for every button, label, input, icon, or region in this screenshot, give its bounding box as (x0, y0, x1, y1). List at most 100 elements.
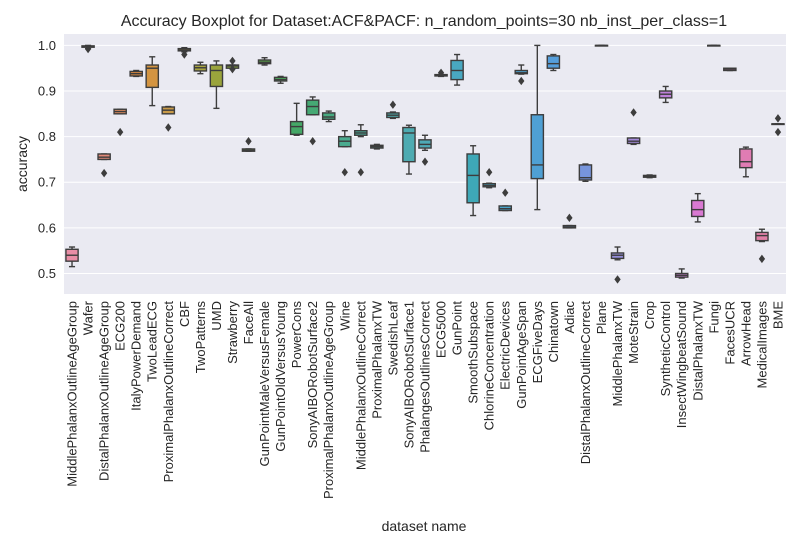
box-group (177, 46, 192, 59)
box-group (578, 163, 593, 183)
outlier-point (117, 127, 124, 137)
x-tick-label: Crop (642, 301, 657, 329)
x-tick-label: ElectricDevices (498, 301, 513, 390)
outlier-point (181, 50, 188, 59)
box-group (546, 53, 561, 72)
x-tick-labels: MiddlePhalanxOutlineAgeGroup Wafer DistalP… (65, 300, 786, 499)
x-tick-label: SyntheticControl (658, 301, 673, 396)
x-tick-label: InsectWingbeatSound (674, 301, 689, 428)
outlier-point (229, 64, 236, 74)
x-tick-label: Plane (594, 301, 609, 334)
outlier-point (614, 275, 621, 284)
box-group (707, 44, 721, 47)
outlier-point (245, 136, 252, 146)
outlier-point (100, 168, 108, 178)
outlier-point (502, 188, 509, 197)
x-tick-label: DistalPhalanxOutlineAgeGroup (97, 301, 112, 481)
x-tick-label: Wine (337, 301, 352, 331)
box-group (145, 56, 160, 107)
box-group (674, 268, 689, 279)
box-iqr (755, 231, 769, 242)
outlier-point (357, 168, 364, 177)
x-tick-label: MiddlePhalanxOutlineAgeGroup (65, 301, 80, 487)
y-tick-label: 0.9 (38, 84, 56, 99)
x-tick-label: Fungi (706, 301, 721, 334)
box-iqr (305, 99, 320, 116)
x-tick-label: ItalyPowerDemand (129, 301, 144, 411)
outlier-point (437, 68, 445, 77)
box-group (209, 60, 224, 110)
box-group (739, 146, 753, 178)
x-tick-label: ECG5000 (434, 301, 449, 358)
box-group (514, 64, 529, 86)
x-tick-label: ArrowHead (738, 301, 753, 366)
box-group (129, 69, 143, 78)
outlier-point (566, 213, 573, 223)
box-iqr (209, 64, 224, 88)
box-iqr (530, 114, 545, 180)
box-iqr (466, 153, 480, 204)
x-axis-label: dataset name (382, 518, 467, 534)
box-group (610, 246, 625, 284)
x-tick-label: BME (770, 301, 785, 330)
box-iqr (321, 112, 336, 120)
box-group (321, 110, 336, 123)
x-tick-label: GunPoint (450, 301, 465, 356)
outlier-point (389, 100, 397, 109)
box-group (498, 188, 513, 212)
box-group (626, 108, 641, 146)
y-axis-label: accuracy (14, 136, 30, 192)
x-tick-label: Wafer (81, 300, 96, 335)
boxes (65, 44, 785, 284)
box-iqr (289, 120, 304, 136)
x-tick-label: GunPointAgeSpan (514, 301, 529, 409)
box-group (257, 57, 272, 66)
box-group (642, 174, 657, 179)
y-tick-label: 0.7 (38, 175, 56, 190)
box-group (337, 130, 352, 177)
outlier-point (774, 127, 782, 137)
outlier-point (84, 44, 92, 54)
x-tick-label: SonyAIBORobotSurface2 (305, 301, 320, 448)
x-tick-label: ChlorineConcentration (482, 301, 497, 430)
x-tick-label: TwoLeadECG (145, 301, 160, 382)
box-group (562, 213, 577, 229)
x-tick-label: FacesUCR (722, 301, 737, 365)
x-tick-label: Chinatown (546, 301, 561, 362)
box-group (289, 102, 304, 136)
box-group (418, 134, 432, 166)
box-group (370, 143, 384, 150)
box-group (690, 192, 705, 223)
outlier-point (774, 114, 782, 123)
y-tick-label: 0.5 (38, 266, 56, 281)
x-tick-label: SwedishLeaf (385, 301, 400, 376)
x-tick-label: DistalPhalanxTW (690, 300, 705, 400)
outlier-point (309, 136, 316, 146)
box-group (81, 44, 95, 54)
box-group (482, 168, 496, 189)
box-iqr (578, 164, 593, 181)
x-tick-label: TwoPatterns (193, 301, 208, 374)
outlier-point (229, 56, 236, 66)
x-tick-label: ProximalPhalanxOutlineAgeGroup (321, 301, 336, 499)
box-group (723, 67, 737, 72)
x-tick-label: SonyAIBORobotSurface1 (401, 301, 416, 448)
box-group (113, 108, 127, 137)
x-tick-label: ECGFiveDays (530, 301, 545, 384)
x-tick-label: CBF (177, 301, 192, 327)
x-tick-label: ProximalPhalanxOutlineCorrect (161, 301, 176, 483)
box-group (771, 114, 785, 137)
outlier-point (630, 108, 637, 117)
box-group (161, 105, 176, 132)
x-tick-label: GunPointMaleVersusFemale (257, 301, 272, 466)
y-tick-label: 0.6 (38, 220, 56, 235)
x-tick-label: PowerCons (289, 301, 304, 369)
box-group (193, 61, 208, 75)
box-group (594, 44, 609, 47)
y-tick-labels: 0.5 0.6 0.7 0.8 0.9 1.0 (38, 38, 56, 281)
x-tick-label: MiddlePhalanxTW (610, 300, 625, 406)
x-tick-label: ProximalPhalanxTW (369, 300, 384, 418)
box-group (450, 53, 464, 86)
outlier-point (518, 76, 525, 86)
box-group (273, 75, 288, 84)
